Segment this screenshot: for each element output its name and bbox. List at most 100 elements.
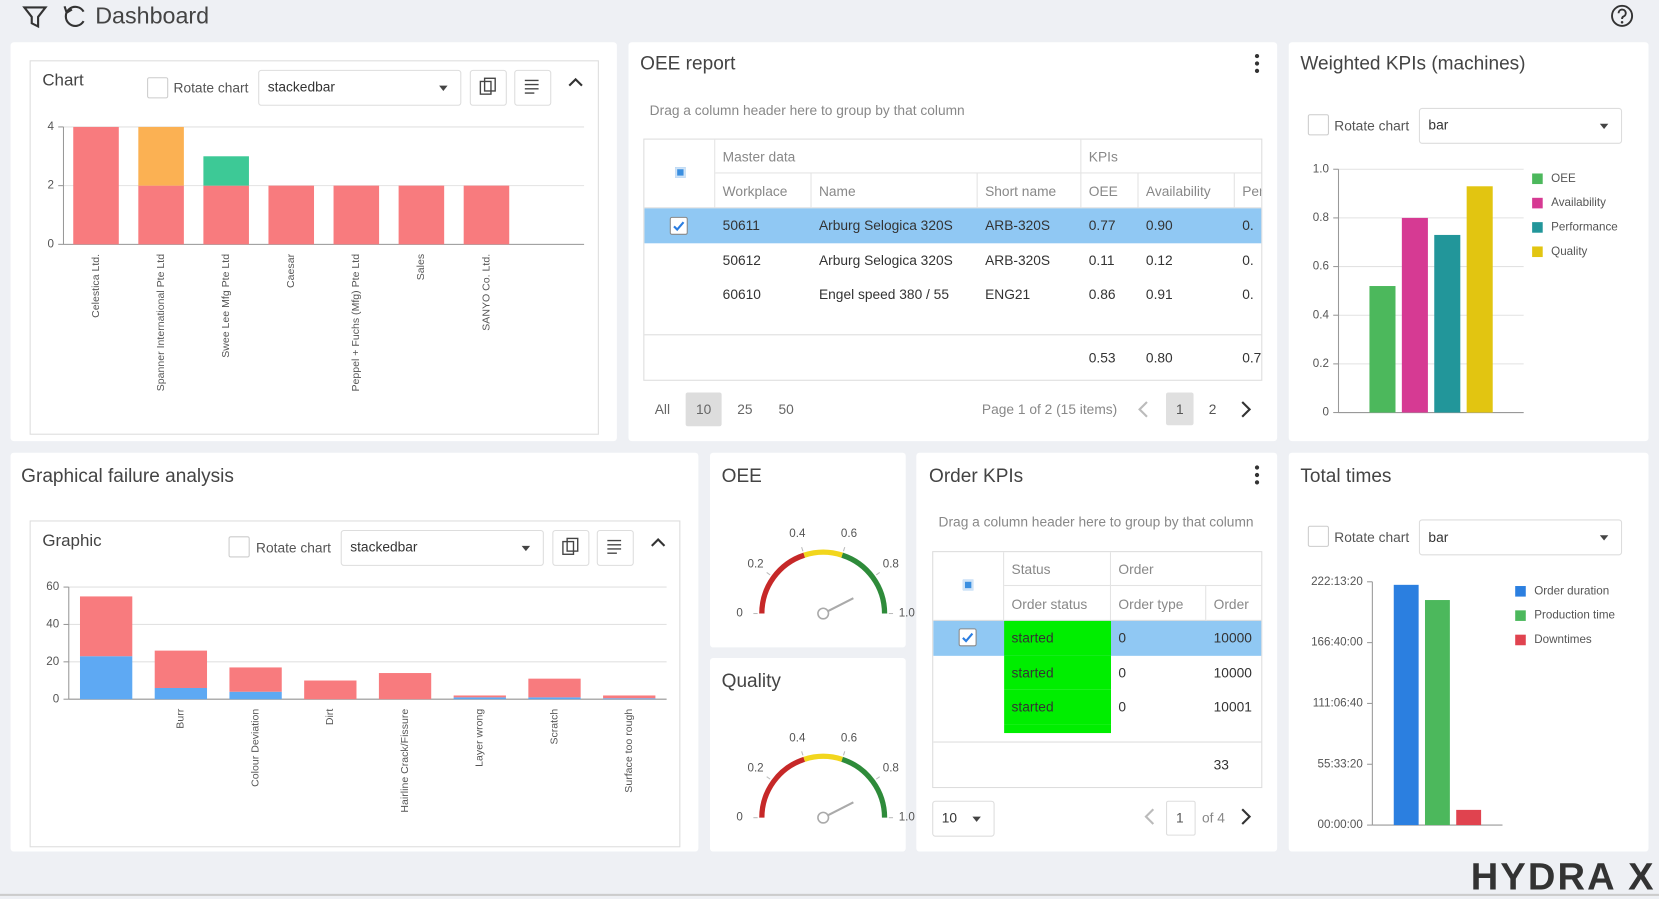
page-size-dropdown[interactable] xyxy=(932,800,995,837)
prev-page[interactable] xyxy=(1138,401,1148,418)
bar-segment xyxy=(528,697,581,700)
gauge-tick-label: 0.2 xyxy=(747,557,763,570)
column-group-header: Master data xyxy=(722,148,796,165)
column-header[interactable]: Order type xyxy=(1118,596,1184,612)
column-header-cell xyxy=(1138,173,1235,209)
collapse-icon[interactable] xyxy=(568,77,583,87)
dropdown[interactable] xyxy=(1418,519,1623,556)
cell: 0.86 xyxy=(1088,286,1116,303)
bar xyxy=(1466,186,1493,413)
column-header-cell xyxy=(1004,586,1112,621)
selected-row xyxy=(644,208,1262,243)
next-page[interactable] xyxy=(1241,808,1252,825)
checkbox-label[interactable]: Rotate chart xyxy=(1334,117,1410,134)
cell: ARB-320S xyxy=(985,217,1051,234)
gauge-tick-label: 0 xyxy=(736,607,743,620)
y-tick-label: 60 xyxy=(46,580,59,593)
page-input[interactable] xyxy=(1166,800,1196,836)
dropdown-value[interactable]: bar xyxy=(1428,529,1449,546)
gauge-tick-label: 0.6 xyxy=(841,527,857,540)
column-header[interactable]: Availability xyxy=(1145,183,1211,200)
y-tick-label: 00:00:00 xyxy=(1318,818,1364,831)
checkbox[interactable] xyxy=(1307,114,1329,136)
dropdown-value[interactable]: stackedbar xyxy=(350,538,418,555)
icon-button[interactable] xyxy=(596,529,634,566)
page-size[interactable]: 10 xyxy=(941,809,958,826)
bar-segment xyxy=(463,185,510,245)
x-tick-label: Celestica Ltd. xyxy=(90,254,102,318)
page-size-active[interactable] xyxy=(685,392,722,427)
cell: 0. xyxy=(1242,252,1254,268)
bar-segment xyxy=(203,185,249,245)
checkbox[interactable] xyxy=(147,77,169,99)
select-all-icon[interactable] xyxy=(675,167,686,178)
bar-segment xyxy=(378,673,432,700)
dropdown[interactable] xyxy=(1418,107,1623,144)
page-input-value[interactable]: 1 xyxy=(1175,809,1184,826)
panel-title: Order KPIs xyxy=(929,464,1024,487)
filter-icon[interactable] xyxy=(22,6,48,29)
checkbox-label[interactable]: Rotate chart xyxy=(1334,529,1410,546)
column-header[interactable]: Order status xyxy=(1011,596,1088,612)
bar-segment xyxy=(154,687,208,700)
bar-segment xyxy=(138,185,184,245)
column-header[interactable]: Short name xyxy=(985,183,1057,200)
row-checkbox[interactable] xyxy=(669,216,688,235)
column-header[interactable]: Order xyxy=(1213,596,1249,612)
bar-segment xyxy=(154,650,208,688)
select-all-icon[interactable] xyxy=(962,579,974,591)
row-checkbox[interactable] xyxy=(958,628,977,647)
status-cell xyxy=(1004,655,1112,690)
collapse-icon[interactable] xyxy=(651,537,666,547)
bar-segment xyxy=(453,695,506,698)
dropdown[interactable] xyxy=(340,529,544,566)
column-group-header: Status xyxy=(1011,561,1051,578)
panel-title: Chart xyxy=(42,71,84,90)
cell: started xyxy=(1011,698,1054,715)
icon-button[interactable] xyxy=(552,529,590,566)
next-page[interactable] xyxy=(1241,401,1252,418)
page-active[interactable] xyxy=(1166,392,1194,426)
page-button[interactable]: 1 xyxy=(1175,401,1184,418)
column-group-cell xyxy=(715,139,1082,174)
checkbox[interactable] xyxy=(228,536,250,558)
icon-button[interactable] xyxy=(514,69,552,106)
cell: 0 xyxy=(1118,664,1127,681)
y-tick-label: 4 xyxy=(47,120,54,133)
dropdown-value[interactable]: stackedbar xyxy=(267,78,335,95)
page-size-option[interactable]: 50 xyxy=(778,401,794,418)
column-header-cell xyxy=(715,173,812,209)
total: 0.80 xyxy=(1145,349,1173,366)
page-size-option[interactable]: 10 xyxy=(695,401,712,418)
bar xyxy=(1424,600,1450,826)
page-size-option[interactable]: All xyxy=(654,401,671,418)
cell: started xyxy=(1011,664,1054,681)
help-icon[interactable] xyxy=(1611,4,1634,27)
prev-page[interactable] xyxy=(1144,808,1155,825)
cell: 0.91 xyxy=(1145,286,1173,303)
column-group-cell xyxy=(1081,140,1262,174)
column-header[interactable]: Name xyxy=(818,183,856,200)
checkbox-label[interactable]: Rotate chart xyxy=(173,79,249,96)
refresh-icon[interactable] xyxy=(64,5,85,27)
dropdown[interactable] xyxy=(258,69,462,106)
bar-segment xyxy=(79,596,133,657)
column-header[interactable]: Per xyxy=(1242,183,1263,200)
cell: 0. xyxy=(1242,286,1254,303)
refresh-arrow xyxy=(63,6,73,15)
checkbox[interactable] xyxy=(1307,525,1329,547)
column-header[interactable]: OEE xyxy=(1088,183,1118,200)
cell: 0.90 xyxy=(1145,217,1173,234)
page-button[interactable]: 2 xyxy=(1208,401,1217,418)
kebab-menu[interactable] xyxy=(1254,53,1260,73)
checkbox-label[interactable]: Rotate chart xyxy=(256,540,332,556)
column-header[interactable]: Workplace xyxy=(722,183,788,200)
dropdown-value[interactable]: bar xyxy=(1428,116,1449,133)
y-tick-label: 55:33:20 xyxy=(1318,757,1364,770)
icon-button[interactable] xyxy=(469,69,507,106)
page-size-option[interactable]: 25 xyxy=(737,401,753,418)
quality-gauge-panel xyxy=(709,657,906,852)
cell: Arburg Selogica 320S xyxy=(818,217,953,234)
kebab-menu[interactable] xyxy=(1254,465,1260,485)
